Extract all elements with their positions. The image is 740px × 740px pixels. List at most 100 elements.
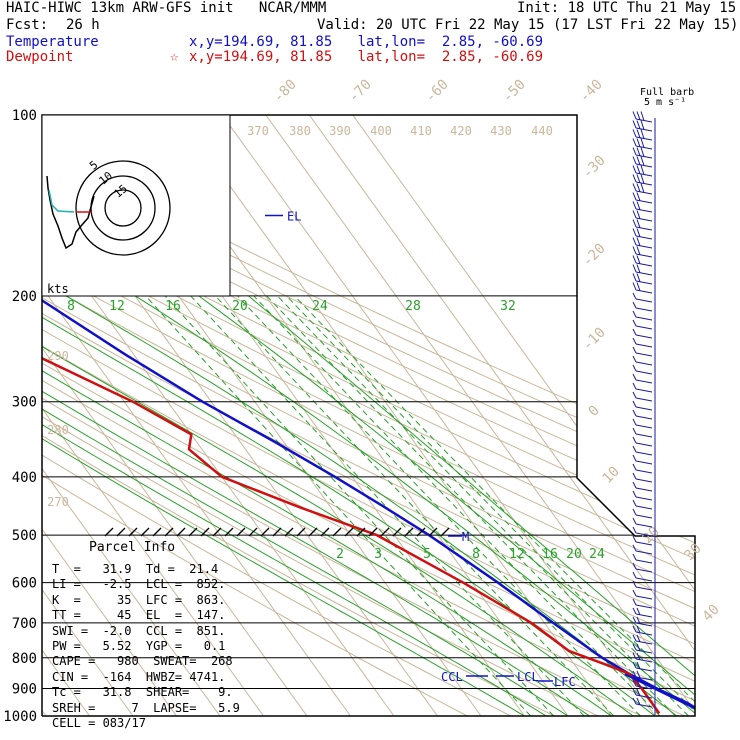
dry-adiabat	[42, 115, 695, 716]
wind-barb-flag	[632, 255, 637, 264]
hatch-mark	[356, 527, 366, 537]
dewpoint-legend-label: Dewpoint	[6, 49, 74, 65]
mixing-ratio-label: 12	[509, 547, 525, 562]
isotherm	[352, 115, 695, 716]
wind-barb-flag	[636, 616, 641, 625]
wind-barb-flag	[632, 219, 637, 228]
theta-label: 270	[47, 495, 69, 509]
theta-label: 420	[450, 124, 472, 138]
dry-adiabat	[42, 115, 642, 716]
dry-adiabat	[42, 115, 512, 716]
wind-barb	[635, 559, 653, 564]
wind-barb	[635, 541, 653, 546]
pressure-tick-label: 1000	[3, 709, 37, 725]
mixing-ratio-label: 5	[423, 547, 431, 562]
forecast-hour: 26 h	[66, 17, 100, 33]
hodograph-trace	[46, 175, 95, 250]
dewpoint-line	[42, 115, 661, 715]
wind-barb	[635, 604, 653, 609]
dry-adiabat	[42, 115, 695, 716]
theta-label: 390	[329, 124, 351, 138]
wind-barb-flag	[632, 228, 637, 237]
temperature-tick-label: -80	[271, 77, 300, 106]
mixing-ratio-label: 8	[472, 547, 480, 562]
dry-adiabat	[42, 115, 695, 716]
mixing-ratio-label: 16	[542, 547, 558, 562]
wind-barb-flag	[636, 697, 641, 706]
dry-adiabat	[42, 115, 695, 716]
wind-barb-flag	[632, 535, 637, 543]
hatch-mark	[416, 527, 426, 537]
hatch-mark	[428, 527, 438, 537]
mixing-ratio-label: 2	[336, 547, 344, 562]
parcel-info-row: T = 31.9 Td = 21.4	[52, 562, 219, 576]
theta-label: 440	[531, 124, 553, 138]
parcel-path	[624, 673, 695, 715]
wind-barb-flag	[636, 246, 641, 255]
wind-barb-flag	[632, 481, 637, 489]
wind-barb	[635, 676, 653, 681]
wind-barb	[635, 298, 653, 303]
wind-barb	[635, 460, 653, 465]
wind-barb	[635, 658, 653, 663]
wind-barb-flag	[632, 508, 637, 516]
wind-barb-flag	[632, 246, 637, 255]
wind-barb	[635, 379, 653, 384]
dry-adiabat	[42, 115, 555, 716]
wind-barb-flag	[640, 129, 645, 139]
wind-barb	[635, 694, 653, 699]
hatch-mark	[404, 527, 414, 537]
temperature-tick-label: -30	[580, 153, 609, 182]
isotherm	[308, 115, 695, 716]
wind-barb-flag	[632, 517, 637, 525]
wind-barb-flag	[632, 661, 637, 669]
wind-barb	[635, 550, 653, 555]
mixing-ratio-line	[294, 295, 695, 716]
parcel-info-title: Parcel Info	[89, 540, 176, 555]
wind-barb-flag	[636, 183, 641, 192]
wind-barb	[635, 217, 653, 222]
wind-barb-flag	[632, 589, 637, 597]
wind-barb-flag	[640, 174, 645, 184]
hatch-mark	[284, 527, 294, 537]
hodograph-ring	[75, 160, 171, 256]
wind-barb	[635, 397, 653, 402]
hatch-mark	[320, 527, 330, 537]
parcel-info-row: SWI = -2.0 CCL = 851.	[52, 623, 226, 638]
mixing-ratio-label: 32	[500, 299, 516, 314]
wind-barb	[635, 622, 653, 627]
wind-barb-flag	[636, 670, 641, 679]
wind-barb-flag	[636, 661, 641, 670]
theta-label: 410	[410, 124, 432, 138]
hatch-mark	[440, 527, 450, 537]
wind-barb	[635, 226, 653, 231]
dry-adiabat	[42, 115, 695, 716]
hatch-mark	[104, 527, 114, 537]
temperature-tick-label: 10	[600, 464, 623, 487]
wind-barb	[635, 352, 653, 357]
hatch-mark	[140, 527, 150, 537]
wind-barb	[635, 289, 653, 294]
wind-barb	[635, 424, 653, 429]
wind-barb-flag	[632, 634, 637, 642]
wind-barb-flag	[632, 201, 637, 210]
wind-barb	[635, 442, 653, 447]
mixing-ratio-label: 3	[374, 547, 382, 562]
wind-barb-flag	[632, 237, 637, 246]
wind-barb-flag	[636, 219, 641, 228]
mixing-ratio-line	[253, 295, 661, 716]
wind-barb-flag	[632, 526, 637, 534]
wind-barb-flag	[636, 625, 641, 634]
wind-barb-flag	[632, 670, 637, 678]
hatch-mark	[368, 527, 378, 537]
wind-barb	[635, 631, 653, 636]
wind-barb	[635, 253, 653, 258]
hatch-mark	[380, 527, 390, 537]
theta-label: 380	[289, 124, 311, 138]
isotherm	[42, 115, 134, 716]
wind-barb	[635, 613, 653, 618]
mixing-ratio-label: 24	[312, 299, 328, 314]
pressure-tick-label: 700	[12, 616, 37, 632]
hatch-mark	[188, 527, 198, 537]
